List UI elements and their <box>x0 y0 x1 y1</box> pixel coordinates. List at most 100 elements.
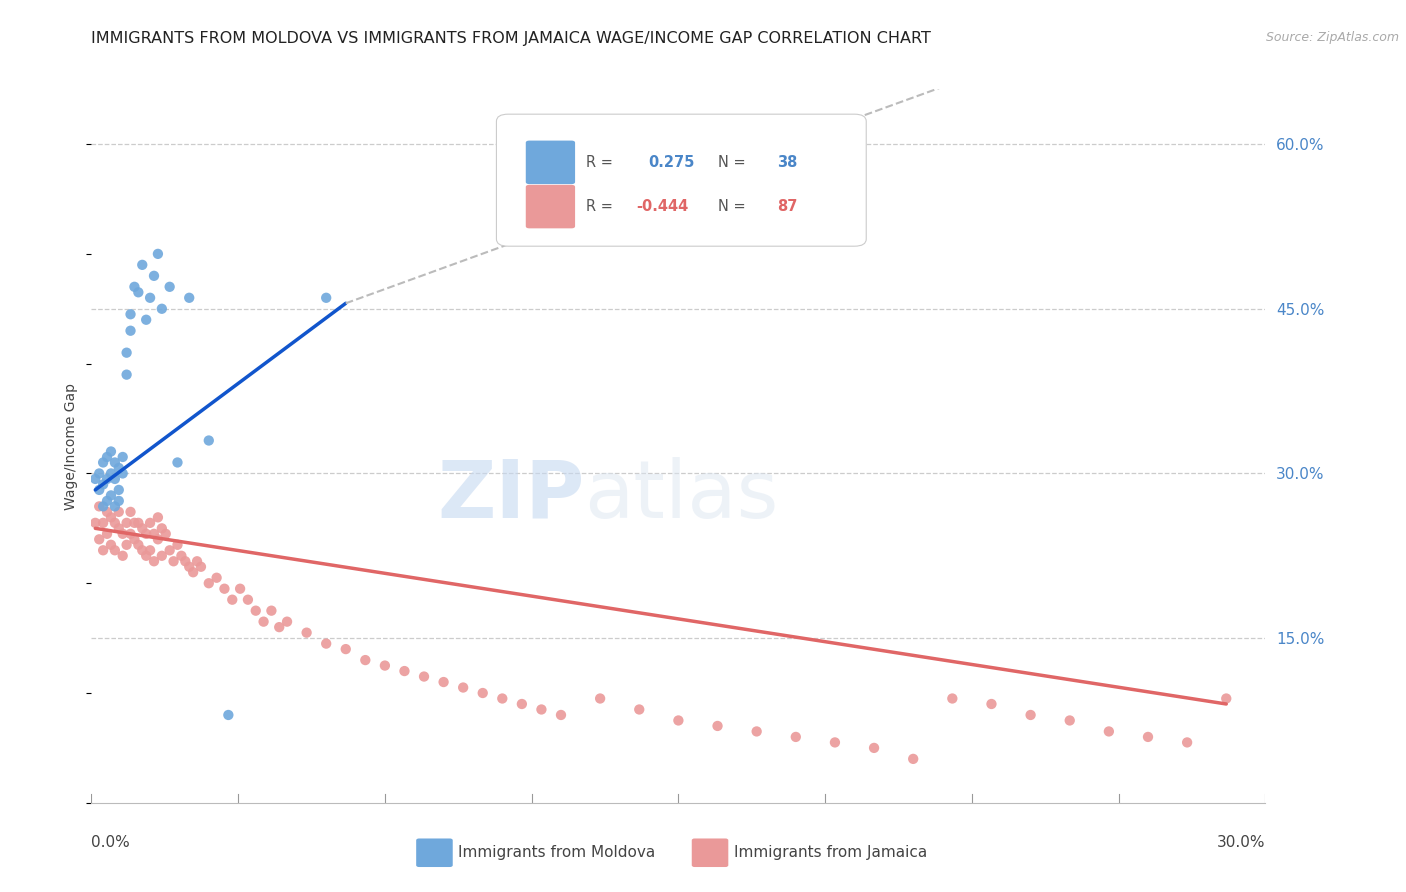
Point <box>111 526 134 541</box>
Text: Source: ZipAtlas.com: Source: ZipAtlas.com <box>1265 31 1399 45</box>
Point <box>510 697 533 711</box>
Point <box>127 516 149 530</box>
Point <box>104 500 127 514</box>
Point <box>139 543 162 558</box>
Point <box>229 582 252 596</box>
Point <box>245 604 267 618</box>
Text: ZIP: ZIP <box>437 457 585 535</box>
Point <box>115 368 138 382</box>
Text: Immigrants from Jamaica: Immigrants from Jamaica <box>734 846 927 860</box>
Point <box>131 543 153 558</box>
Point <box>111 549 134 563</box>
Y-axis label: Wage/Income Gap: Wage/Income Gap <box>65 383 79 509</box>
Point <box>104 516 127 530</box>
Point <box>666 714 689 728</box>
Point <box>863 740 886 755</box>
Point <box>115 538 138 552</box>
Point <box>1098 724 1121 739</box>
Point <box>100 510 122 524</box>
FancyBboxPatch shape <box>496 114 866 246</box>
Point <box>111 450 134 464</box>
Point <box>530 702 553 716</box>
Point <box>315 637 337 651</box>
Point <box>107 521 129 535</box>
Point <box>824 735 846 749</box>
Point <box>269 620 291 634</box>
Text: 38: 38 <box>778 155 797 169</box>
Point <box>139 516 162 530</box>
Point <box>84 516 107 530</box>
Point <box>146 247 169 261</box>
Point <box>174 554 197 568</box>
Point <box>162 554 184 568</box>
Point <box>96 450 118 464</box>
Point <box>96 472 118 486</box>
Point <box>315 291 337 305</box>
Point <box>150 301 173 316</box>
Text: IMMIGRANTS FROM MOLDOVA VS IMMIGRANTS FROM JAMAICA WAGE/INCOME GAP CORRELATION C: IMMIGRANTS FROM MOLDOVA VS IMMIGRANTS FR… <box>91 31 931 46</box>
Text: N =: N = <box>718 199 747 214</box>
Point <box>146 510 169 524</box>
Point <box>96 505 118 519</box>
Point <box>252 615 274 629</box>
Point <box>89 533 111 547</box>
Point <box>179 559 201 574</box>
Point <box>451 681 474 695</box>
Point <box>100 444 122 458</box>
Point <box>120 505 142 519</box>
Point <box>91 500 114 514</box>
Point <box>159 543 181 558</box>
Point <box>124 533 146 547</box>
Point <box>901 752 924 766</box>
Point <box>111 467 134 481</box>
Point <box>155 526 177 541</box>
Point <box>295 625 318 640</box>
Point <box>89 483 111 497</box>
Point <box>1175 735 1198 749</box>
Point <box>96 526 118 541</box>
Point <box>1019 708 1042 723</box>
Point <box>146 533 169 547</box>
Point <box>143 268 166 283</box>
Text: 0.275: 0.275 <box>648 155 695 169</box>
Text: 30.0%: 30.0% <box>1218 835 1265 850</box>
Point <box>91 516 114 530</box>
Point <box>236 592 259 607</box>
Point <box>139 291 162 305</box>
Text: N =: N = <box>718 155 747 169</box>
Point <box>374 658 396 673</box>
Point <box>143 554 166 568</box>
Point <box>186 554 208 568</box>
Point <box>217 708 239 723</box>
Point <box>127 285 149 300</box>
Point <box>107 494 129 508</box>
Point <box>1059 714 1081 728</box>
Point <box>785 730 807 744</box>
Point <box>100 467 122 481</box>
Point <box>335 642 357 657</box>
Point <box>100 538 122 552</box>
Point <box>104 472 127 486</box>
Point <box>104 455 127 469</box>
Point <box>166 455 188 469</box>
FancyBboxPatch shape <box>526 185 575 228</box>
Point <box>170 549 193 563</box>
Point <box>91 455 114 469</box>
FancyBboxPatch shape <box>526 141 575 184</box>
Point <box>124 280 146 294</box>
Point <box>143 526 166 541</box>
Point <box>276 615 298 629</box>
Point <box>260 604 283 618</box>
Point <box>135 526 157 541</box>
Point <box>84 472 107 486</box>
Point <box>89 467 111 481</box>
Text: R =: R = <box>586 155 613 169</box>
Point <box>107 505 129 519</box>
Text: Immigrants from Moldova: Immigrants from Moldova <box>458 846 655 860</box>
Point <box>89 500 111 514</box>
Point <box>181 566 204 580</box>
Point <box>115 345 138 359</box>
Point <box>394 664 416 678</box>
Point <box>135 312 157 326</box>
Point <box>354 653 377 667</box>
